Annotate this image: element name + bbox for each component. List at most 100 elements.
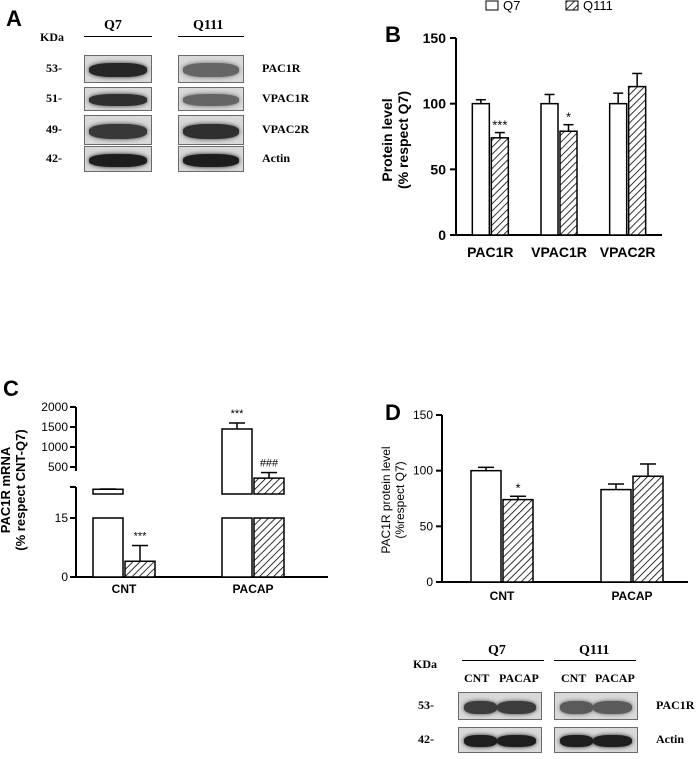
chart-b-y-label: Protein level(% respect Q7): [379, 91, 411, 189]
chart-d-y-label-line: (%respect Q7): [393, 461, 407, 538]
chart-c-significance: ###: [260, 458, 279, 470]
blot-d-lane-2: PACAP: [499, 671, 539, 685]
chart-c-y-tick-label: 1500: [41, 420, 68, 434]
blot-d-group-line-q111: [554, 660, 636, 661]
chart-b-y-tick-label: 150: [423, 30, 447, 46]
chart-d-x-tick-label: PACAP: [611, 589, 652, 603]
chart-b-bar-q111-vpac1r: [559, 130, 578, 236]
blot-a-kda-label: KDa: [40, 30, 64, 44]
blot-d-band: [592, 735, 633, 747]
chart-b-y-label-line: (% respect Q7): [395, 91, 411, 189]
chart-d-bar-q111-cnt: [502, 498, 534, 583]
blot-d-band-box-q7: [458, 692, 542, 720]
chart-d-significance: *: [515, 480, 520, 495]
chart-c-y-tick-label: 2000: [41, 400, 68, 414]
blot-a-band-box-q111: [178, 115, 244, 145]
chart-b-y-tick-label: 0: [438, 227, 446, 243]
blot-d-kda-label: KDa: [413, 657, 437, 671]
blot-d-lane-4: PACAP: [595, 671, 635, 685]
chart-d-bar-q7-cnt: [470, 469, 502, 583]
chart-c-y-tick-label: 1000: [41, 440, 68, 454]
blot-d-band-box-q111: [554, 727, 638, 753]
chart-b-significance: *: [566, 110, 571, 125]
chart-c-bar-q7-cnt-lower: [92, 517, 124, 578]
blot-d-group-q111: Q111: [579, 643, 610, 658]
chart-d: 0 50 100 150 PAC1R protein level(%respect Q7…: [379, 408, 688, 603]
chart-b-bar-q7-vpac1r: [540, 102, 559, 236]
blot-a-kda-marker: 49-: [46, 122, 62, 136]
legend-swatch-q7: [485, 0, 499, 11]
blot-d-band: [496, 735, 537, 747]
blot-d-lane-3: CNT: [561, 671, 587, 685]
blot-a-band-box-q111: [178, 87, 244, 111]
blot-a-band: [182, 63, 240, 77]
chart-b-y-tick-label: 50: [430, 161, 446, 177]
chart-d-x-tick-label: CNT: [490, 589, 515, 603]
chart-b-bar-q7-vpac2r: [608, 102, 628, 236]
chart-b: Q7 Q111 0 50 100 150 Protein level(% respect Q…: [379, 0, 662, 260]
blot-a-lane-line-q7: [84, 36, 152, 37]
chart-c-bar-q7-pacap-lower: [221, 517, 253, 578]
blot-a-lane-q111: Q111: [193, 18, 224, 33]
chart-c-bar-q7-cnt-upper: [92, 488, 124, 495]
blot-a-band: [88, 154, 148, 167]
blot-a-band: [88, 94, 148, 106]
blot-d-band: [592, 701, 633, 714]
blot-d-group-q7: Q7: [488, 643, 506, 658]
blot-a-band: [88, 63, 148, 77]
chart-b-x-tick-label: PAC1R: [467, 244, 513, 260]
chart-c-significance: ***: [134, 531, 148, 543]
chart-b-legend: Q7 Q111: [485, 0, 613, 13]
blot-d-band-box-q7: [458, 727, 542, 753]
blot-a-band: [182, 124, 240, 139]
chart-d-y-tick-label: 0: [426, 575, 433, 589]
legend-swatch-q111: [565, 0, 579, 11]
blot-a-band-box-q7: [84, 55, 152, 83]
chart-b-bar-q111-pac1r: [490, 137, 510, 236]
blot-d-band: [559, 701, 593, 714]
chart-c-y-tick-label: 0: [61, 570, 68, 584]
blot-d-protein-label: PAC1R: [656, 698, 695, 712]
blot-d-band: [496, 701, 537, 714]
chart-b-bar-q7-pac1r: [471, 102, 491, 236]
blot-a-band-box-q7: [84, 146, 152, 172]
blot-a-band: [182, 94, 240, 106]
blot-a-lane-line-q111: [178, 36, 244, 37]
chart-c-y-tick-label: 15: [55, 511, 69, 525]
blot-a-kda-marker: 42-: [46, 151, 62, 165]
blot-d-kda-marker: 42-: [418, 732, 434, 746]
blot-a-band: [88, 124, 148, 139]
chart-c-bar-q7-pacap-upper: [221, 428, 253, 495]
panel-letter-d: D: [385, 400, 401, 425]
blot-a-protein-label: PAC1R: [262, 61, 301, 75]
blot-a-band: [182, 154, 240, 167]
chart-d-bar-q111-pacap: [632, 475, 664, 583]
chart-d-y-tick-label: 50: [420, 519, 434, 533]
chart-d-y-tick-label: 100: [413, 464, 433, 478]
chart-c-y-label: PAC1R mRNA(% respect CNT-Q7): [0, 429, 28, 550]
chart-c-y-label-line: PAC1R mRNA: [0, 446, 13, 533]
panel-letter-b: B: [385, 22, 401, 47]
chart-c-bar-q111-cnt: [124, 560, 156, 578]
chart-c-x-tick-label: CNT: [112, 582, 137, 596]
chart-d-y-label: PAC1R protein level(%respect Q7): [379, 446, 407, 553]
blot-a-band-box-q111: [178, 55, 244, 83]
blot-d-group-line-q7: [462, 660, 544, 661]
chart-b-significance: ***: [492, 118, 507, 133]
blot-a-band-box-q7: [84, 115, 152, 145]
blot-a-lane-q7: Q7: [104, 18, 122, 33]
chart-d-y-label-line: PAC1R protein level: [379, 446, 393, 553]
legend-label-q7: Q7: [503, 0, 520, 13]
blot-d-band: [559, 735, 593, 747]
panel-letter-a: A: [6, 6, 22, 31]
chart-b-x-tick-label: VPAC1R: [531, 244, 587, 260]
chart-d-y-tick-label: 150: [413, 408, 433, 422]
panel-letter-c: C: [3, 376, 19, 401]
chart-d-bar-q7-pacap: [600, 488, 632, 583]
chart-c-y-label-line: (% respect CNT-Q7): [13, 429, 28, 550]
chart-b-x-tick-label: VPAC2R: [600, 244, 656, 260]
chart-c-x-tick-label: PACAP: [232, 582, 273, 596]
blot-a-protein-label: VPAC2R: [262, 122, 310, 136]
chart-c-y-tick-label: 500: [48, 460, 68, 474]
legend-label-q111: Q111: [583, 0, 613, 13]
